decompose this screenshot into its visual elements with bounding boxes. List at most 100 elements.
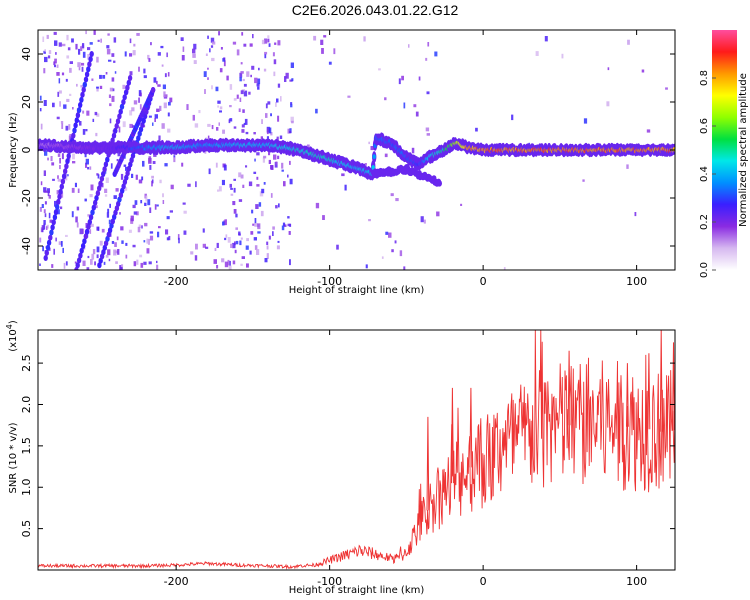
x-tick-label: 100 [626,575,647,588]
streak-speck [111,132,117,139]
noise-speck [132,50,136,56]
noise-speck [254,218,257,224]
noise-speck [138,97,140,103]
noise-speck [261,39,266,45]
noise-speck [193,43,197,50]
noise-speck [95,132,98,137]
noise-speck [282,222,286,226]
streak-speck [88,56,93,63]
noise-speck [208,168,211,175]
noise-speck [96,246,100,253]
noise-speck [627,39,630,45]
noise-speck [43,187,47,193]
noise-speck [211,125,214,130]
ridge-core [672,147,675,152]
noise-speck [425,57,428,61]
noise-speck [125,254,128,259]
streak-speck [81,86,86,93]
noise-speck [151,175,154,179]
noise-speck [233,178,236,181]
noise-speck [47,157,49,161]
snr-peak [451,387,454,484]
noise-speck [307,144,310,150]
noise-speck [141,176,144,181]
noise-speck [211,57,215,62]
noise-speck [133,261,137,267]
noise-speck [224,219,227,226]
colorbar-tick-label: 0.2 [699,214,710,230]
noise-speck [85,158,89,165]
y-tick-label: 0 [20,147,33,154]
noise-speck [202,243,206,248]
noise-speck [166,237,170,241]
noise-speck [403,102,406,109]
noise-speck [143,75,147,79]
noise-speck [69,136,73,140]
noise-speck [211,85,213,90]
noise-speck [68,124,71,130]
noise-speck [278,203,280,208]
noise-speck [144,222,148,227]
streak-speck [91,204,97,211]
noise-speck [226,75,229,81]
noise-speck [82,110,85,114]
noise-speck [250,231,254,235]
noise-speck [149,165,152,170]
noise-speck [270,132,273,136]
streak-speck [86,66,91,73]
noise-speck [347,95,351,98]
noise-speck [254,158,256,162]
noise-speck [266,245,269,250]
noise-speck [289,259,291,266]
streak-speck [44,249,49,256]
noise-speck [281,225,285,231]
noise-speck [390,193,394,197]
noise-speck [86,110,90,116]
noise-speck [87,54,90,60]
noise-speck [216,242,219,248]
noise-speck [370,146,374,151]
noise-speck [242,78,245,82]
noise-speck [187,183,191,187]
noise-speck [40,181,43,186]
noise-speck [130,215,134,222]
noise-speck [181,162,184,167]
noise-speck [274,42,277,45]
noise-speck [149,235,154,241]
noise-speck [146,238,149,244]
noise-speck [289,128,292,134]
noise-speck [39,263,41,266]
noise-speck [41,228,44,233]
noise-speck [391,249,394,253]
noise-speck [101,228,105,233]
noise-speck [290,102,293,105]
noise-speck [241,32,244,36]
noise-speck [165,94,168,98]
noise-speck [219,68,223,73]
noise-speck [239,72,243,78]
noise-speck [413,104,417,108]
streak-speck [87,219,93,225]
noise-speck [113,37,117,43]
noise-speck [139,254,143,258]
streak-speck [101,171,106,177]
streak-speck [79,96,84,103]
noise-speck [85,30,87,35]
noise-speck [97,39,100,42]
noise-speck [169,97,173,103]
streak-speck [71,132,76,139]
noise-speck [166,52,168,58]
x-tick-label: 0 [480,575,487,588]
streak-speck [73,122,78,129]
noise-speck [665,87,668,90]
noise-speck [111,77,115,82]
noise-speck [82,43,85,49]
noise-speck [129,38,132,44]
noise-speck [290,104,293,108]
streak-speck [105,156,110,163]
x-axis-label: Height of straight line (km) [289,285,425,296]
x-tick-label: -100 [317,575,342,588]
snr-peak [672,342,675,431]
streak-speck [78,102,83,108]
noise-speck [263,155,267,159]
